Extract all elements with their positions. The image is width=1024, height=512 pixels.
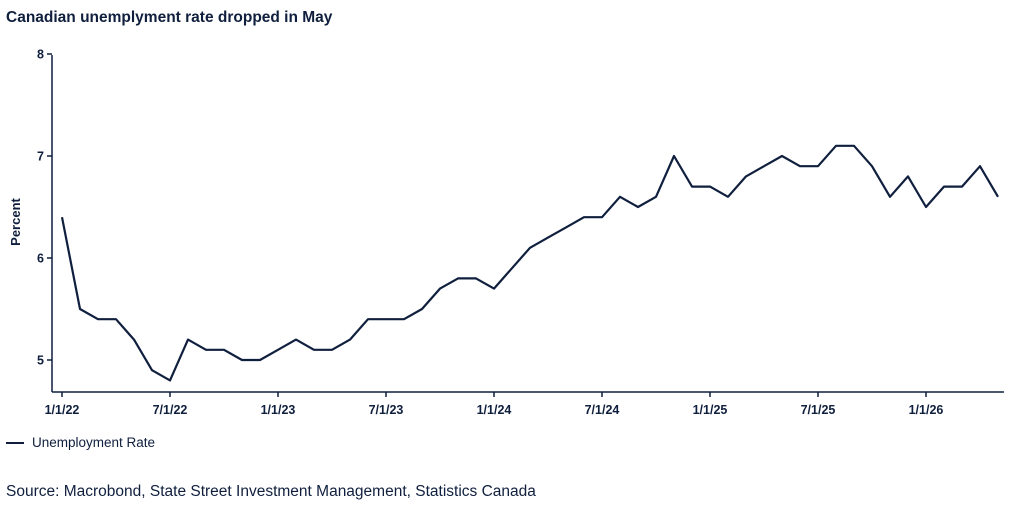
- y-tick-label-6: 6: [37, 252, 44, 266]
- x-tick-label-4: 1/1/24: [477, 403, 512, 417]
- x-tick-label-8: 1/1/26: [909, 403, 944, 417]
- line-chart: 5 6 7 8 1/1/22 7/1/22 1/1/23 7/1/23 1/1/24 7/1/2…: [8, 48, 1004, 417]
- chart-title: Canadian unemplyment rate dropped in May: [6, 9, 333, 26]
- legend-swatch: [6, 441, 24, 444]
- legend: Unemployment Rate: [6, 435, 155, 450]
- y-tick-label-8: 8: [37, 48, 44, 62]
- series-line-unemployment-rate: [60, 144, 999, 382]
- x-tick-label-3: 7/1/23: [369, 403, 404, 417]
- y-tick-label-7: 7: [37, 150, 44, 164]
- y-tick-label-5: 5: [37, 354, 44, 368]
- y-axis: 5 6 7 8: [37, 48, 53, 392]
- x-tick-label-5: 7/1/24: [585, 403, 620, 417]
- x-tick-label-2: 1/1/23: [261, 403, 296, 417]
- y-axis-label: Percent: [8, 197, 23, 245]
- x-tick-label-7: 7/1/25: [801, 403, 836, 417]
- x-tick-label-0: 1/1/22: [45, 403, 80, 417]
- source-note: Source: Macrobond, State Street Investme…: [6, 483, 536, 500]
- x-axis: 1/1/22 7/1/22 1/1/23 7/1/23 1/1/24 7/1/24 1/1/…: [45, 391, 1004, 417]
- legend-label: Unemployment Rate: [32, 435, 156, 450]
- x-tick-label-1: 7/1/22: [153, 403, 188, 417]
- x-tick-label-6: 1/1/25: [693, 403, 728, 417]
